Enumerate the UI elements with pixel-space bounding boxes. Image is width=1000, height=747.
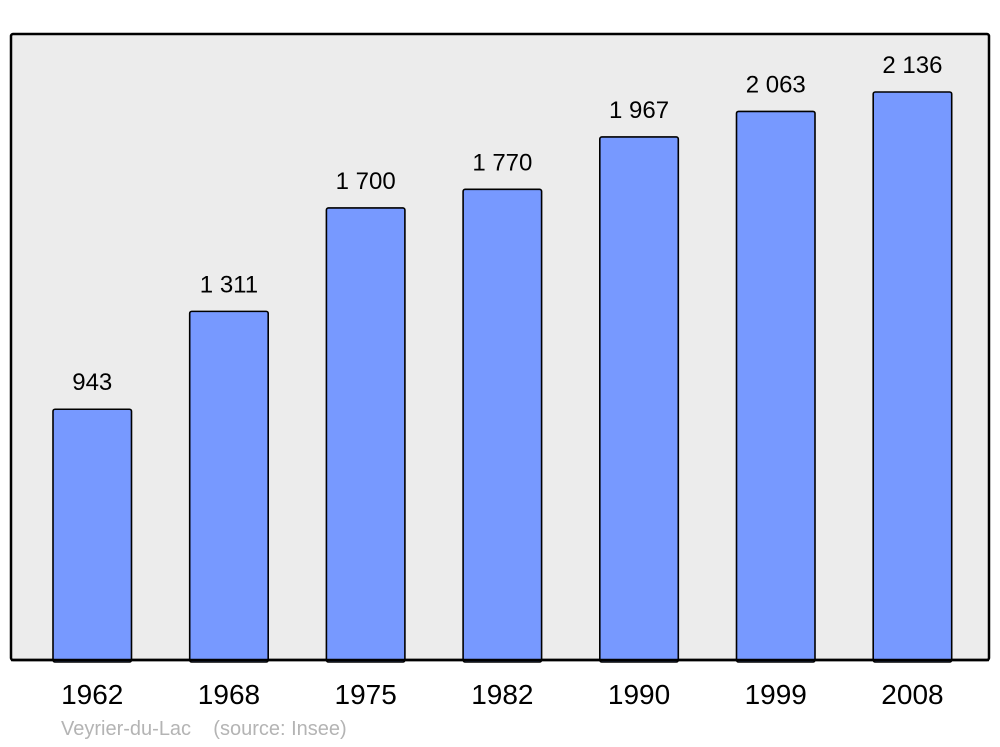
x-tick-label-1982: 1982 [471,679,533,710]
data-label-1975: 1 700 [336,168,396,195]
chart-footer: Veyrier-du-Lac (source: Insee) [61,718,347,741]
x-tick-label-1968: 1968 [198,679,260,710]
bar-1990 [598,136,680,663]
bar-1968 [188,310,269,663]
data-label-1990: 1 967 [609,97,669,124]
data-label-1999: 2 063 [746,71,806,98]
x-tick-label-2008: 2008 [881,679,943,710]
data-label-1982: 1 770 [472,149,532,176]
x-tick-label-1962: 1962 [61,679,123,710]
bar-1999 [735,110,816,663]
bar-1962 [52,408,133,663]
source-note: (source: Insee) [213,718,347,740]
data-label-2008: 2 136 [882,52,942,79]
data-label-1962: 943 [72,369,112,396]
data-label-1968: 1 311 [200,271,258,298]
x-tick-label-1990: 1990 [608,679,670,710]
bar-1982 [462,188,543,663]
x-tick-label-1999: 1999 [745,679,807,710]
x-tick-label-1975: 1975 [335,679,397,710]
place-name: Veyrier-du-Lac [61,718,192,740]
bar-1975 [325,207,406,663]
bar-2008 [872,91,953,663]
